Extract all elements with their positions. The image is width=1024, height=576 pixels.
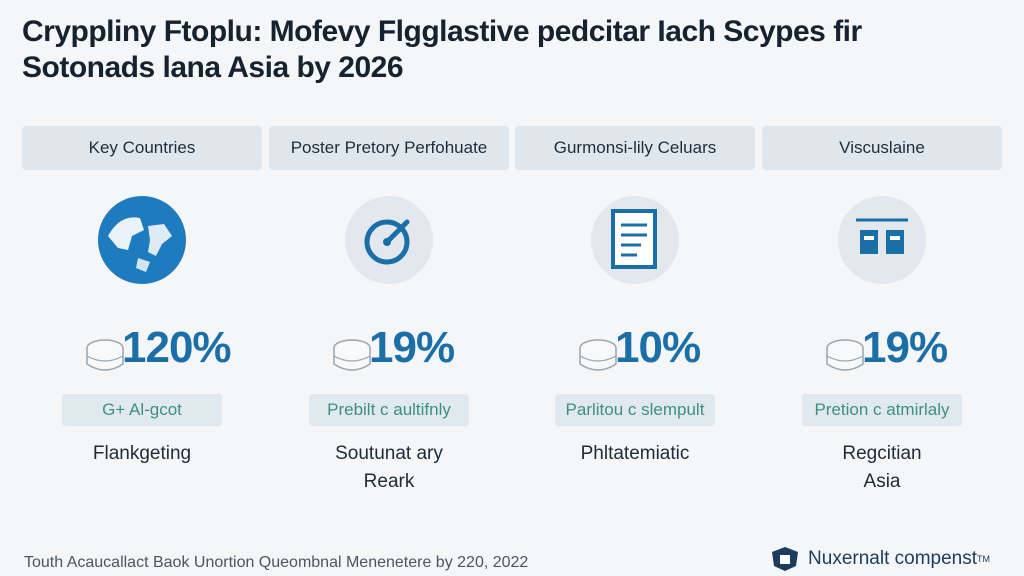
stat-row: 10%	[515, 320, 755, 380]
description-line: Asia	[863, 471, 901, 492]
stat-value: 120%	[122, 323, 232, 372]
document-icon	[591, 196, 679, 284]
coin-stack-icon	[333, 339, 371, 371]
stat-pill: G+ Al-gcot	[62, 394, 222, 426]
stat-value: 10%	[615, 323, 701, 372]
globe-icon	[98, 196, 186, 284]
trademark-mark: TM	[977, 554, 990, 564]
description-line: Reark	[363, 471, 415, 492]
description-line: Regcitian	[842, 443, 922, 464]
column-header: Gurmonsi-lily Celuars	[515, 126, 755, 170]
column-viscuslaine: Viscuslaine 19% Prеtion c atmirlaly Regc…	[762, 126, 1002, 506]
server-icon	[838, 196, 926, 284]
column-header: Poster Pretory Perfohuate	[269, 126, 509, 170]
page-title: Crypplinу Ftoplu: Mofevy Flgglаstive ped…	[22, 14, 1002, 86]
column-header: Key Countries	[22, 126, 262, 170]
description-line: Phltatemiatic	[580, 443, 690, 464]
coin-stack-icon	[826, 339, 864, 371]
column-description: Soutunat ary Reark	[269, 440, 509, 496]
description-line: Soutunat ary	[335, 443, 443, 464]
coin-stack-icon	[579, 339, 617, 371]
column-description: Flankgeting	[22, 440, 262, 468]
gauge-icon	[345, 196, 433, 284]
stat-value: 19%	[862, 323, 948, 372]
column-gurmonsi-celuars: Gurmonsi-lily Celuars 10% Parlitou c sle…	[515, 126, 755, 506]
column-header: Viscuslaine	[762, 126, 1002, 170]
stat-row: 19%	[762, 320, 1002, 380]
source-footnote: Touth Acaucallact Baok Unortion Queombna…	[24, 554, 529, 571]
column-description: Phltatemiatic	[515, 440, 755, 468]
coin-stack-icon	[86, 339, 124, 371]
column-poster-pretory: Poster Pretory Perfohuate 19% Prеbilt c …	[269, 126, 509, 506]
stat-pill: Prеbilt c aultifnly	[309, 394, 469, 426]
column-description: Regcitian Asia	[762, 440, 1002, 496]
stat-value: 19%	[369, 323, 455, 372]
brand-logo: Nuxernalt compenst TM	[770, 546, 990, 572]
stat-pill: Prеtion c atmirlaly	[802, 394, 962, 426]
brand-name: Nuxernalt compenst	[808, 548, 977, 569]
shield-logo-icon	[772, 547, 799, 571]
page-title-line-2: Sotonads lana Asia by 2026	[22, 51, 404, 84]
stat-pill: Parlitou c slempult	[555, 394, 715, 426]
stat-row: 19%	[269, 320, 509, 380]
column-key-countries: Key Countries 120% G+ Al-gcot Flankgetin…	[22, 126, 262, 506]
description-line: Flankgeting	[92, 443, 192, 464]
stat-row: 120%	[22, 320, 262, 380]
page-title-line-1: Crypplinу Ftoplu: Mofevy Flgglаstive ped…	[22, 15, 862, 48]
